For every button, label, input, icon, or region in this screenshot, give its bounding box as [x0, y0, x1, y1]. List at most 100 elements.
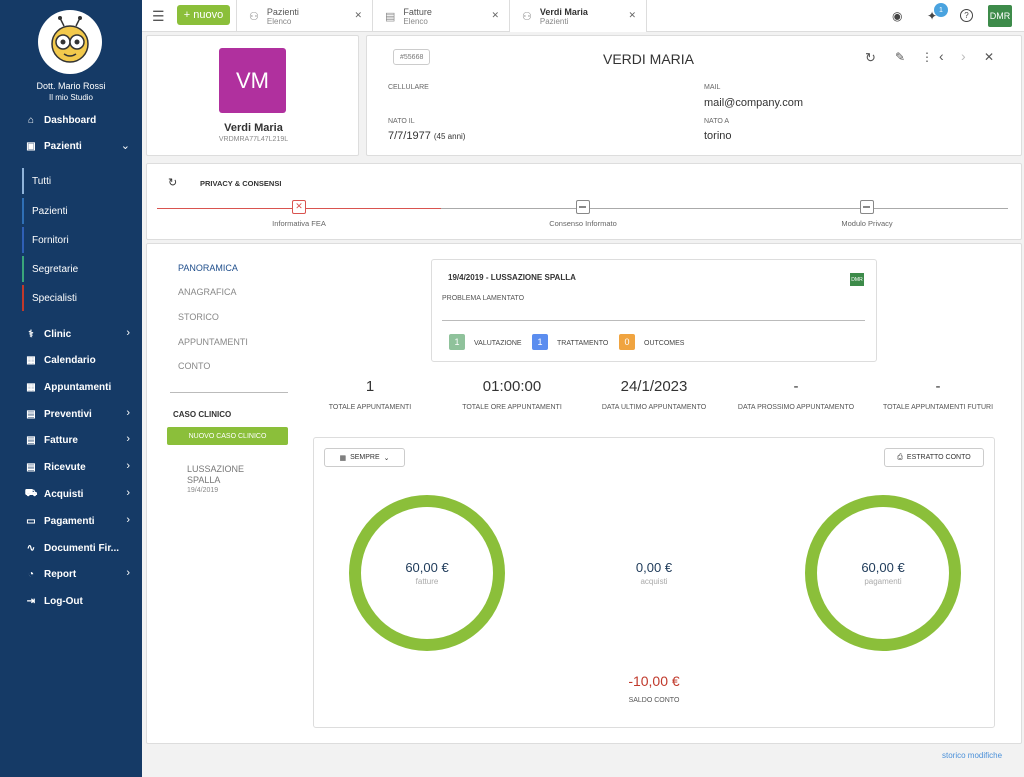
user-avatar[interactable]: DMR	[988, 5, 1012, 27]
stat-value: 1	[365, 378, 375, 395]
plus-icon: +	[183, 9, 191, 21]
caso-title: CASO CLINICO	[173, 410, 232, 419]
cell-label: CELLULARE	[388, 84, 429, 91]
sub-specialisti[interactable]: Specialisti	[22, 285, 132, 311]
menu-toggle-icon[interactable]: ☰	[152, 8, 165, 24]
stat-value: 24/1/2023	[620, 378, 688, 395]
sparkle-icon[interactable]: ✦	[927, 9, 938, 23]
menu-conto[interactable]: CONTO	[178, 361, 211, 371]
notification-badge: 1	[934, 3, 948, 17]
period-select[interactable]: ▦ SEMPRE ⌄	[324, 448, 405, 467]
nav-report[interactable]: ◔ Report ›	[0, 563, 142, 585]
nav-appuntamenti[interactable]: ▦ Appuntamenti	[0, 376, 142, 398]
sub-fornitori[interactable]: Fornitori	[22, 227, 132, 253]
saldo-label: SALDO CONTO	[628, 697, 680, 704]
help-icon[interactable]: ?	[960, 9, 973, 22]
close-icon[interactable]: ✕	[491, 10, 499, 20]
born-place: torino	[704, 130, 732, 142]
menu-storico[interactable]: STORICO	[178, 312, 219, 322]
step-fea-error[interactable]: ✕	[292, 200, 306, 214]
divider	[442, 320, 865, 321]
patient-code: VRDMRA77L47L219L	[218, 136, 289, 143]
born-label: NATO IL	[388, 118, 415, 125]
tab-fatture[interactable]: ▤ Fatture Elenco ✕	[373, 0, 510, 32]
step-label: Consenso Informato	[549, 219, 617, 228]
step-label: Informativa FEA	[272, 219, 326, 228]
next-icon[interactable]: ›	[961, 48, 966, 64]
stat-value: 01:00:00	[482, 378, 542, 395]
stat-label: DATA ULTIMO APPUNTAMENTO	[601, 404, 707, 411]
nav-preventivi[interactable]: ▤ Preventivi ›	[0, 403, 142, 425]
storico-link[interactable]: storico modifiche	[942, 751, 1003, 760]
sub-tutti[interactable]: Tutti	[22, 168, 132, 194]
sidebar: Dott. Mario Rossi Il mio Studio ⌂ Dashboa…	[0, 0, 142, 777]
nav-logout[interactable]: ⇥ Log-Out	[0, 590, 142, 612]
divider	[170, 392, 288, 393]
refresh-icon[interactable]: ↻	[168, 177, 178, 189]
edit-icon[interactable]: ✎	[895, 50, 906, 64]
estratto-conto-button[interactable]: ⎙ ESTRATTO CONTO	[884, 448, 984, 467]
calendar-icon: ▦	[26, 354, 36, 366]
chevron-down-icon: ⌄	[383, 454, 390, 462]
new-button[interactable]: + nuovo	[177, 5, 230, 25]
chevron-right-icon: ›	[126, 514, 130, 526]
outcomes-count: 0	[619, 334, 635, 350]
patient-info-card: #55668 VERDI MARIA ↻ ✎ ⋮ ‹ › ✕ CELLULARE…	[366, 35, 1022, 156]
trattamento-count: 1	[532, 334, 548, 350]
pagamenti-amount: 60,00 €	[861, 560, 905, 575]
menu-panoramica[interactable]: PANORAMICA	[178, 263, 238, 273]
more-icon[interactable]: ⋮	[921, 50, 933, 64]
case-list-item[interactable]: LUSSAZIONE SPALLA	[187, 464, 245, 485]
close-icon[interactable]: ✕	[984, 50, 995, 64]
acquisti-label: acquisti	[640, 577, 668, 586]
patient-avatar-card: VM Verdi Maria VRDMRA77L47L219L	[146, 35, 359, 156]
nav-pazienti[interactable]: ▣ Pazienti ⌄	[0, 135, 142, 157]
app-logo	[38, 10, 102, 74]
chevron-right-icon: ›	[126, 567, 130, 579]
patient-name: Verdi Maria	[224, 122, 283, 134]
nav-calendario[interactable]: ▦ Calendario	[0, 349, 142, 371]
nav-pagamenti[interactable]: ▭ Pagamenti ›	[0, 510, 142, 532]
new-case-button[interactable]: NUOVO CASO CLINICO	[167, 427, 288, 445]
nav-documenti[interactable]: ∿ Documenti Fir...	[0, 537, 142, 559]
signature-icon: ∿	[26, 542, 36, 554]
valutazione-count: 1	[449, 334, 465, 350]
chevron-right-icon: ›	[126, 327, 130, 339]
step-consenso[interactable]	[576, 200, 590, 214]
chevron-right-icon: ›	[126, 407, 130, 419]
stat-value: -	[935, 378, 941, 395]
logout-icon: ⇥	[26, 595, 36, 607]
nav-dashboard[interactable]: ⌂ Dashboard	[0, 109, 142, 131]
born-place-label: NATO A	[704, 118, 730, 125]
refresh-icon[interactable]: ↻	[865, 50, 876, 65]
case-owner-tag: DMR	[850, 273, 864, 286]
menu-appuntamenti[interactable]: APPUNTAMENTI	[178, 337, 248, 347]
studio-name: Il mio Studio	[48, 93, 94, 102]
close-icon[interactable]: ✕	[354, 10, 362, 20]
payment-icon: ▭	[26, 515, 36, 527]
nav-clinic[interactable]: ⚕ Clinic ›	[0, 323, 142, 345]
nav-ricevute[interactable]: ▤ Ricevute ›	[0, 456, 142, 478]
top-bar: ☰ + nuovo ⚇ Pazienti Elenco ✕ ▤ Fatture Ele…	[142, 0, 1024, 32]
stat-label: DATA PROSSIMO APPUNTAMENTO	[737, 404, 855, 411]
tab-pazienti[interactable]: ⚇ Pazienti Elenco ✕	[236, 0, 373, 32]
nav-acquisti[interactable]: ⛟ Acquisti ›	[24, 487, 130, 500]
privacy-title: PRIVACY & CONSENSI	[200, 179, 282, 188]
close-icon[interactable]: ✕	[628, 10, 636, 20]
step-privacy[interactable]	[860, 200, 874, 214]
saldo-amount: -10,00 €	[628, 673, 680, 689]
step-label: Modulo Privacy	[841, 219, 893, 228]
chevron-right-icon: ›	[126, 460, 130, 472]
eye-icon[interactable]: ◉	[892, 9, 903, 23]
nav-fatture[interactable]: ▤ Fatture ›	[0, 429, 142, 451]
case-card[interactable]	[431, 259, 877, 362]
menu-anagrafica[interactable]: ANAGRAFICA	[178, 287, 237, 297]
prev-icon[interactable]: ‹	[939, 48, 944, 64]
valutazione-label: VALUTAZIONE	[474, 340, 522, 347]
receipt-icon: ▤	[26, 461, 36, 473]
sub-pazienti[interactable]: Pazienti	[22, 198, 132, 224]
document-icon: ▤	[385, 10, 396, 23]
stat-label: TOTALE APPUNTAMENTI FUTURI	[882, 404, 994, 411]
sub-segretarie[interactable]: Segretarie	[22, 256, 132, 282]
tab-verdi-maria[interactable]: ⚇ Verdi Maria Pazienti ✕	[510, 0, 647, 32]
